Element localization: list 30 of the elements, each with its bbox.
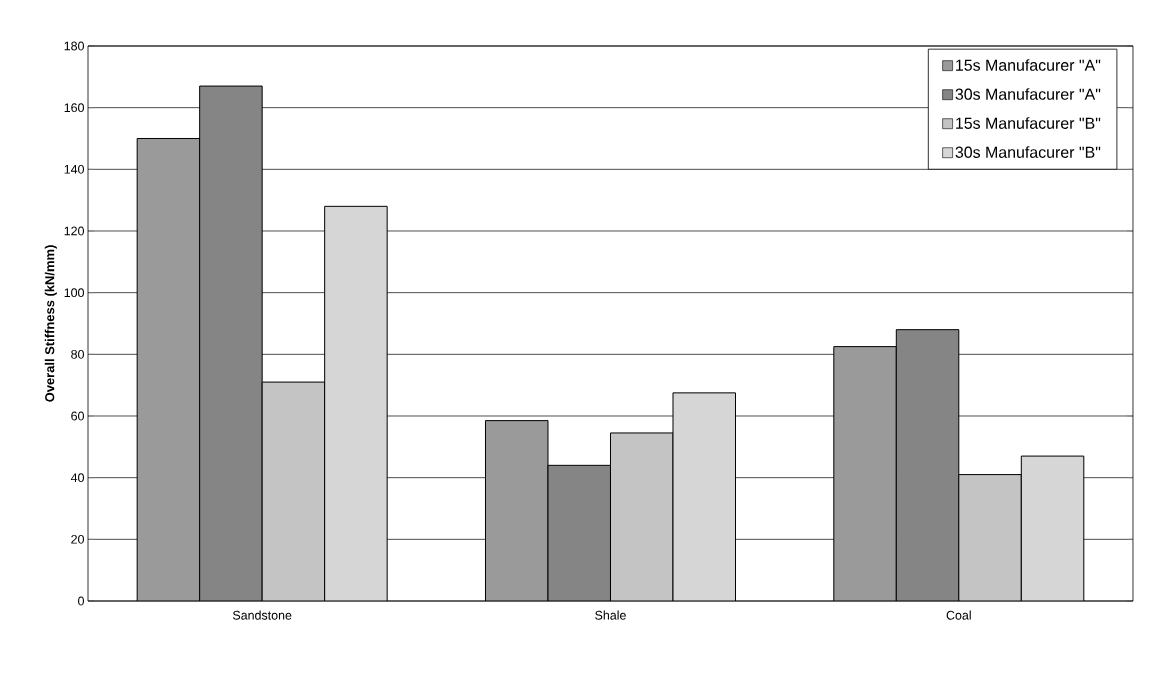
legend-label: 15s Manufacurer "A" xyxy=(956,59,1101,71)
y-tick-label: 140 xyxy=(64,164,84,174)
bar xyxy=(547,464,611,601)
y-tick-label: 60 xyxy=(71,411,84,421)
y-tick-label: 80 xyxy=(71,349,84,359)
bar xyxy=(199,85,263,601)
x-tick-label: Sandstone xyxy=(232,610,292,620)
legend-label: 30s Manufacurer "B" xyxy=(955,146,1101,158)
y-tick-label: 20 xyxy=(71,534,84,544)
y-tick-label: 180 xyxy=(64,41,84,51)
bar xyxy=(261,381,326,601)
y-tick-label: 100 xyxy=(64,288,84,298)
bar xyxy=(895,329,960,601)
bar xyxy=(958,474,1022,601)
x-tick-label: Coal xyxy=(946,610,971,620)
legend-label: 30s Manufacurer "A" xyxy=(955,88,1101,100)
y-tick-label: 40 xyxy=(70,473,84,483)
bar xyxy=(484,420,549,601)
bar xyxy=(136,137,201,601)
y-tick-label: 0 xyxy=(78,596,84,606)
x-tick-label: Shale xyxy=(595,610,626,620)
bar xyxy=(1020,455,1085,601)
y-axis-title: Overall Stiffness (kN/mm) xyxy=(44,245,57,402)
bar xyxy=(833,346,897,601)
y-tick-label: 120 xyxy=(64,226,84,236)
legend-label: 15s Manufacurer "B" xyxy=(956,117,1101,129)
bar xyxy=(324,205,388,601)
y-tick-label: 160 xyxy=(64,103,84,113)
bar xyxy=(609,432,674,601)
bar xyxy=(672,392,736,601)
